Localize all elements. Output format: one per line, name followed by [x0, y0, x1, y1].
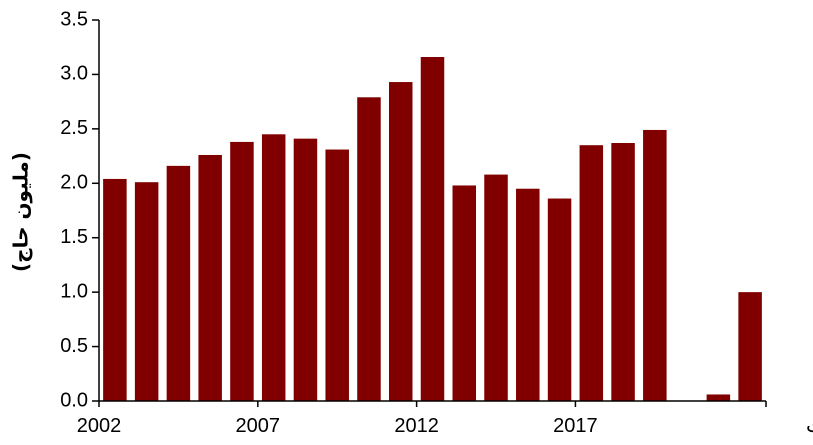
y-axis-title: (مليون حاج) [9, 152, 33, 272]
bar-2022 [738, 292, 762, 401]
y-tick-label: 1.0 [60, 280, 88, 302]
y-tick-label: 3.0 [60, 63, 88, 85]
bar-2017 [579, 145, 604, 401]
y-tick-label: 1.5 [60, 226, 88, 248]
bar-series [103, 57, 762, 402]
bar-2003 [134, 182, 159, 401]
bar-2018 [611, 143, 635, 401]
y-axis-ticks: 0.0 0.5 1.0 1.5 2.0 2.5 3.0 3.5 [60, 8, 99, 411]
bar-2006 [230, 141, 254, 402]
y-axis-title-group: (مليون حاج) [9, 152, 33, 272]
x-tick-label: 2022 توقعات [806, 415, 813, 437]
bar-2010 [357, 97, 381, 401]
y-tick-label: 2.5 [60, 117, 88, 139]
bar-2014 [484, 174, 508, 401]
bar-2008 [293, 138, 318, 401]
x-tick-label: 2002 [77, 415, 122, 437]
bar-2005 [198, 154, 222, 401]
bar-2015 [516, 188, 540, 401]
bar-2013 [452, 185, 477, 401]
bar-2011 [388, 82, 413, 402]
x-tick-label: 2017 [553, 415, 598, 437]
bar-2012 [420, 57, 445, 401]
bar-2002 [103, 178, 127, 401]
x-tick-label: 2012 [394, 415, 439, 437]
bar-2019 [643, 129, 667, 401]
y-tick-label: 3.5 [60, 8, 88, 30]
y-tick-label: 0.5 [60, 335, 88, 357]
y-tick-label: 0.0 [60, 389, 88, 411]
bar-2004 [166, 165, 191, 401]
x-tick-label: 2007 [236, 415, 281, 437]
bar-2009 [325, 149, 349, 401]
bar-2021 [706, 394, 731, 401]
bar-2007 [261, 134, 286, 402]
bar-2016 [547, 198, 572, 401]
y-tick-label: 2.0 [60, 172, 88, 194]
x-axis-ticks: 2002 2007 2012 2017 2022 توقعات [77, 401, 813, 437]
